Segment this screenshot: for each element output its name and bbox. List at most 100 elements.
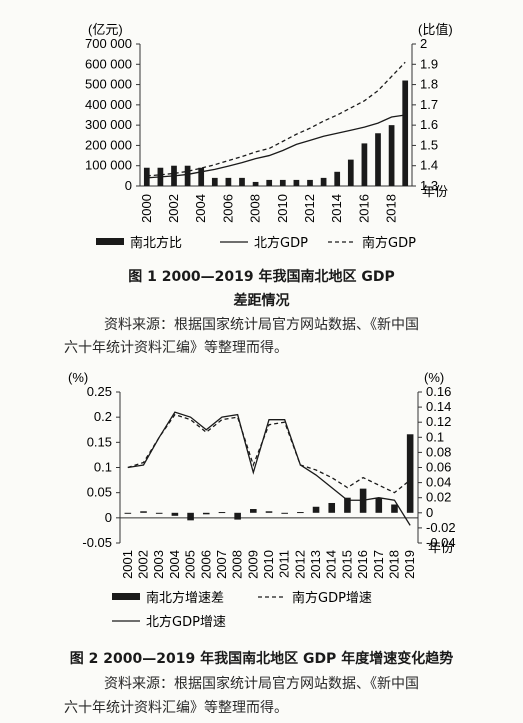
x-tick-label: 2006 — [198, 550, 213, 579]
bar-2016 — [361, 143, 368, 186]
right-tick-label: 1.9 — [420, 56, 438, 71]
left-tick-label: 0.05 — [87, 485, 112, 500]
bar-2015 — [344, 497, 351, 513]
x-tick-label: 2018 — [384, 194, 399, 223]
left-tick-label: 0 — [125, 178, 132, 193]
left-tick-label: 0.15 — [87, 434, 112, 449]
figure-2-source-line1: 资料来源：根据国家统计局官方网站数据、《新中国 — [104, 676, 419, 692]
x-tick-label: 2012 — [302, 194, 317, 223]
x-tick-label: 2014 — [329, 194, 344, 223]
bar-2013 — [312, 506, 320, 513]
line-series-solid — [146, 114, 406, 179]
right-tick-label: 1.3 — [420, 178, 438, 193]
x-tick-label: 2004 — [193, 194, 208, 223]
left-tick-label: 100 000 — [85, 158, 132, 173]
legend-label: 南北方增速差 — [146, 590, 224, 606]
x-tick-label: 2002 — [136, 550, 151, 579]
chart-1: 0 100 000 200 000 300 000 400 000 500 000 600 … — [85, 22, 453, 251]
x-tick-label: 2004 — [167, 550, 182, 579]
right-axis-unit: (%) — [424, 370, 444, 385]
left-tick-label: 0.1 — [94, 460, 112, 475]
right-tick-label: 0.12 — [426, 414, 451, 429]
bar-2010 — [265, 511, 273, 513]
x-tick-label: 2009 — [245, 550, 260, 579]
line-series-solid — [127, 411, 411, 526]
legend-label: 南方GDP增速 — [292, 590, 372, 606]
right-tick-label: 0.1 — [426, 429, 444, 444]
bar-2000 — [143, 167, 150, 186]
bar-2009 — [266, 179, 273, 186]
x-tick-label: 2002 — [166, 194, 181, 223]
right-tick-label: 0.16 — [426, 384, 451, 399]
legend-label: 北方GDP增速 — [146, 614, 226, 630]
bar-2014 — [334, 171, 341, 186]
bar-2004 — [171, 512, 179, 516]
bar-2007 — [239, 177, 245, 186]
x-tick-label: 2010 — [261, 550, 276, 579]
bar-2019 — [406, 434, 414, 513]
left-tick-label: 600 000 — [85, 56, 132, 71]
bar-2018 — [388, 125, 395, 186]
right-axis-unit: (比值) — [418, 22, 453, 37]
x-tick-label: 2018 — [386, 550, 401, 579]
left-tick-label: 400 000 — [85, 97, 132, 112]
left-tick-label: 300 000 — [85, 117, 132, 132]
right-tick-label: 0.08 — [426, 444, 451, 459]
right-tick-label: 0.02 — [426, 490, 451, 505]
bar-2009 — [250, 509, 257, 513]
right-tick-label: 0.04 — [426, 475, 451, 490]
figure-1-source-line1: 资料来源：根据国家统计局官方网站数据、《新中国 — [104, 317, 419, 333]
bar-2015 — [347, 159, 354, 186]
bar-2017 — [375, 133, 381, 186]
left-tick-label: 500 000 — [85, 77, 132, 92]
right-tick-label: 1.6 — [420, 117, 438, 132]
figure-1-caption-line2: 差距情况 — [233, 293, 290, 309]
legend-label: 南方GDP — [362, 235, 416, 251]
legend-swatch-bar — [112, 593, 140, 600]
bar-2010 — [279, 179, 286, 186]
right-tick-label: 0.14 — [426, 399, 451, 414]
x-tick-label: 2013 — [308, 550, 323, 579]
x-tick-label: 2000 — [139, 194, 154, 223]
bar-2004 — [198, 167, 205, 186]
bar-2017 — [375, 497, 383, 513]
left-tick-label: 0.2 — [94, 409, 112, 424]
legend-label: 南北方比 — [130, 235, 182, 251]
x-axis-suffix: 年份 — [428, 540, 454, 555]
left-tick-label: 0.25 — [87, 384, 112, 399]
bar-2018 — [391, 504, 398, 513]
left-axis-unit: (%) — [68, 370, 88, 385]
bar-2011 — [281, 512, 288, 514]
figure-2-source-line2: 六十年统计资料汇编》等整理而得。 — [64, 700, 288, 716]
left-tick-label: 700 000 — [85, 36, 132, 51]
right-tick-label: 1.5 — [420, 137, 438, 152]
bar-2012 — [307, 179, 313, 186]
x-tick-label: 2011 — [277, 550, 292, 578]
bar-2001 — [124, 512, 132, 514]
x-tick-label: 2001 — [120, 550, 135, 579]
bar-2006 — [225, 177, 232, 186]
bar-2012 — [297, 512, 304, 514]
x-tick-label: 2008 — [248, 194, 263, 223]
x-tick-label: 2016 — [355, 550, 370, 579]
right-tick-label: 1.8 — [420, 77, 438, 92]
bar-2005 — [211, 177, 218, 186]
figure-2-caption: 图 2 2000—2019 年我国南北地区 GDP 年度增速变化趋势 — [69, 651, 454, 667]
x-tick-label: 2014 — [324, 550, 339, 579]
bar-2005 — [187, 512, 194, 521]
bar-2008 — [252, 181, 259, 186]
bar-2006 — [202, 512, 210, 515]
left-axis-unit: (亿元) — [88, 22, 123, 37]
right-tick-label: 1.4 — [420, 158, 438, 173]
line-series-dashed — [146, 61, 406, 177]
bar-2003 — [184, 165, 191, 186]
bar-2013 — [320, 177, 327, 186]
legend-label: 北方GDP — [254, 235, 308, 251]
bar-2002 — [140, 511, 147, 513]
x-tick-label: 2016 — [356, 194, 371, 223]
bar-2008 — [234, 512, 241, 520]
right-tick-label: 0.06 — [426, 460, 451, 475]
line-series-dashed — [127, 413, 411, 494]
right-tick-label: 2 — [420, 36, 427, 51]
